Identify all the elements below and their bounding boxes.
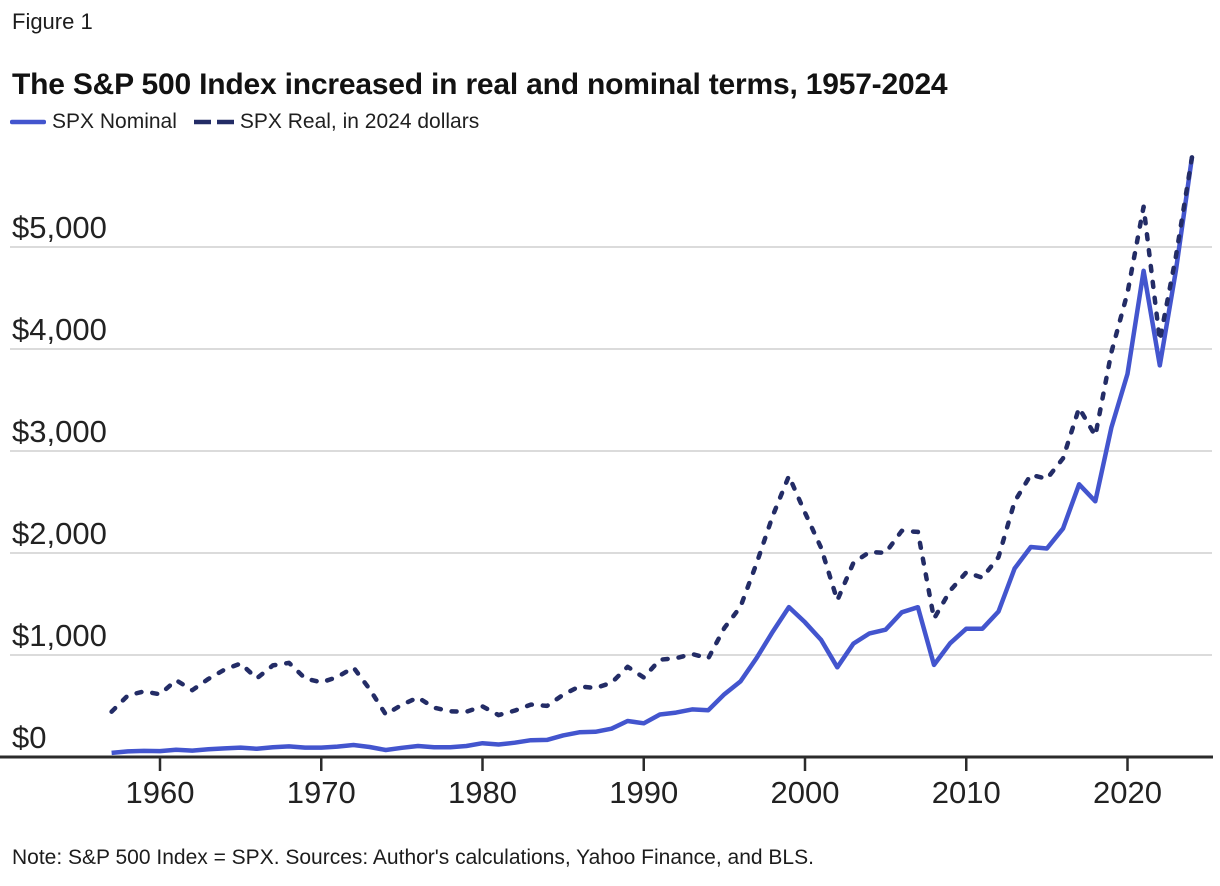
spx-real-line bbox=[109, 154, 1195, 718]
legend-label-real: SPX Real, in 2024 dollars bbox=[239, 110, 480, 133]
legend-label-nominal: SPX Nominal bbox=[52, 110, 177, 133]
x-axis-labels: 1960 1970 1980 1990 2000 2010 2020 bbox=[126, 775, 1162, 810]
x-tick-label: 2000 bbox=[771, 775, 840, 810]
solid-line-swatch bbox=[10, 119, 46, 125]
y-tick-label: $2,000 bbox=[12, 516, 107, 551]
legend-item-nominal: SPX Nominal bbox=[10, 110, 177, 134]
dashed-line-swatch bbox=[193, 119, 234, 125]
figure-label: Figure 1 bbox=[12, 9, 93, 34]
spx-nominal-line bbox=[111, 156, 1195, 756]
y-tick-label: $4,000 bbox=[12, 312, 107, 347]
legend-item-real: SPX Real, in 2024 dollars bbox=[193, 110, 480, 134]
y-tick-label: $0 bbox=[12, 720, 46, 755]
x-tick-label: 1980 bbox=[448, 775, 517, 810]
x-axis-ticks bbox=[158, 758, 1129, 771]
spx-line-chart: $0 $1,000 $2,000 $3,000 $4,000 $5,000 1960 1970… bbox=[0, 154, 1213, 810]
x-tick-label: 2020 bbox=[1093, 775, 1162, 810]
page-title: The S&P 500 Index increased in real and … bbox=[12, 68, 948, 102]
y-tick-label: $1,000 bbox=[12, 618, 107, 653]
x-tick-label: 1960 bbox=[126, 775, 195, 810]
legend: SPX Nominal SPX Real, in 2024 dollars bbox=[10, 110, 479, 134]
x-tick-label: 2010 bbox=[932, 775, 1001, 810]
source-note: Note: S&P 500 Index = SPX. Sources: Auth… bbox=[12, 846, 814, 869]
y-tick-label: $3,000 bbox=[12, 414, 107, 449]
gridlines bbox=[10, 246, 1212, 656]
y-axis-labels: $0 $1,000 $2,000 $3,000 $4,000 $5,000 bbox=[12, 210, 107, 755]
x-tick-label: 1970 bbox=[287, 775, 356, 810]
x-tick-label: 1990 bbox=[609, 775, 678, 810]
y-tick-label: $5,000 bbox=[12, 210, 107, 245]
